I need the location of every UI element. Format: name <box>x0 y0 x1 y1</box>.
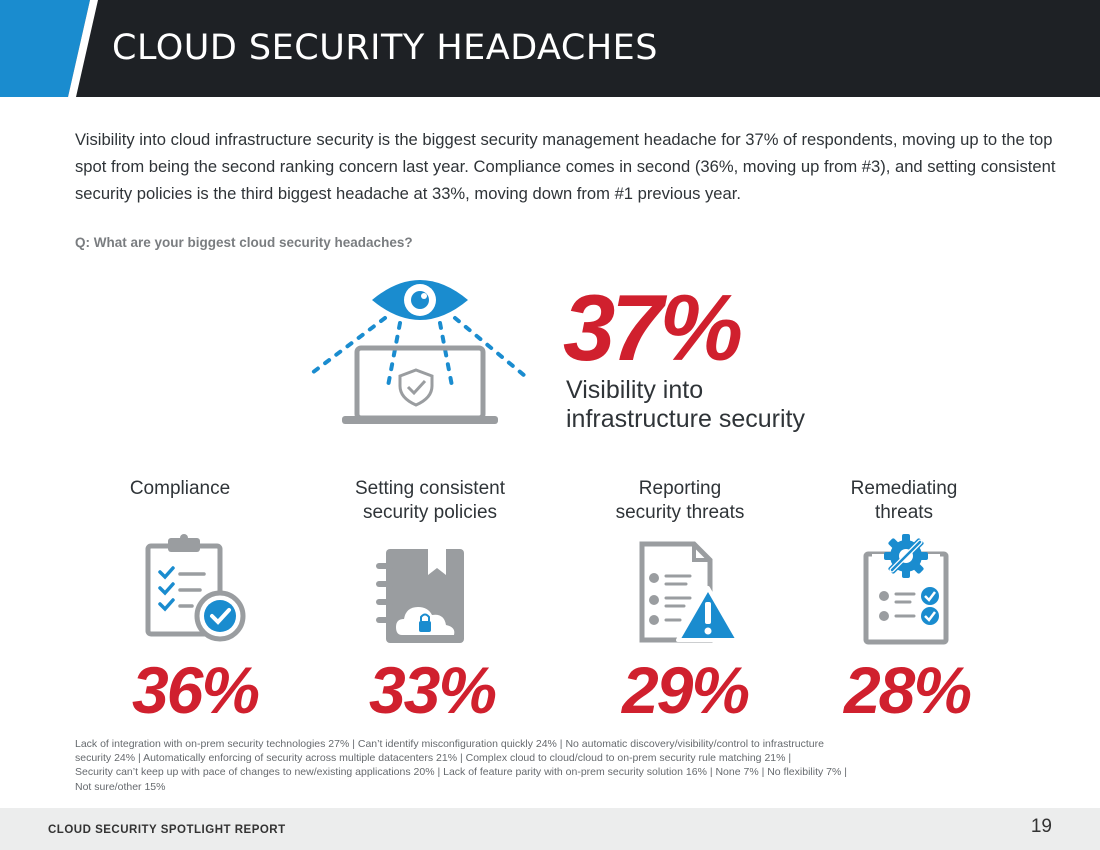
item-title-line2: threats <box>874 502 934 523</box>
page-number: 19 <box>1030 816 1052 837</box>
page-title: CLOUD SECURITY HEADACHES <box>112 28 658 68</box>
gear-wrench-checklist-icon <box>863 534 949 645</box>
item-percent-reporting: 29% <box>621 653 750 727</box>
item-title-remediating: Remediating threats <box>794 477 1014 525</box>
item-title-compliance: Compliance <box>70 477 290 501</box>
footnote-line: Security can’t keep up with pace of chan… <box>75 766 847 779</box>
document-warning-icon <box>639 541 740 643</box>
report-name: CLOUD SECURITY SPOTLIGHT REPORT <box>48 824 286 836</box>
item-percent-compliance: 36% <box>131 653 260 727</box>
footnote-line: Not sure/other 15% <box>75 780 166 793</box>
footnote: Lack of integration with on-prem securit… <box>75 737 1050 794</box>
item-title-policies: Setting consistent security policies <box>320 477 540 525</box>
survey-question: Q: What are your biggest cloud security … <box>75 235 413 250</box>
page-header: CLOUD SECURITY HEADACHES <box>0 0 1100 97</box>
top-label-line2: infrastructure security <box>566 405 805 433</box>
item-title-line1: Remediating <box>850 478 958 499</box>
eye-laptop-shield-icon <box>306 280 527 424</box>
clipboard-checklist-icon <box>145 534 246 642</box>
top-percent: 37% <box>563 275 743 380</box>
item-title-line2: security policies <box>362 502 498 523</box>
footnote-line: Lack of integration with on-prem securit… <box>75 738 824 750</box>
top-label: Visibility into infrastructure security <box>566 376 805 434</box>
item-title-reporting: Reporting security threats <box>570 477 790 525</box>
intro-paragraph: Visibility into cloud infrastructure sec… <box>75 130 1056 203</box>
item-title-line1: Reporting <box>638 478 722 499</box>
header-accent-stripe <box>0 0 98 97</box>
notebook-cloud-lock-icon <box>376 549 464 643</box>
footnote-line: security 24% | Automatically enforcing o… <box>75 752 792 765</box>
top-label-line1: Visibility into <box>566 376 704 404</box>
item-percent-remediating: 28% <box>843 653 972 727</box>
item-title-line2: security threats <box>615 502 745 523</box>
page-footer: CLOUD SECURITY SPOTLIGHT REPORT 19 <box>0 808 1100 850</box>
item-title-line1: Compliance <box>129 478 231 499</box>
item-percent-policies: 33% <box>368 653 497 727</box>
item-title-line1: Setting consistent <box>355 478 505 499</box>
